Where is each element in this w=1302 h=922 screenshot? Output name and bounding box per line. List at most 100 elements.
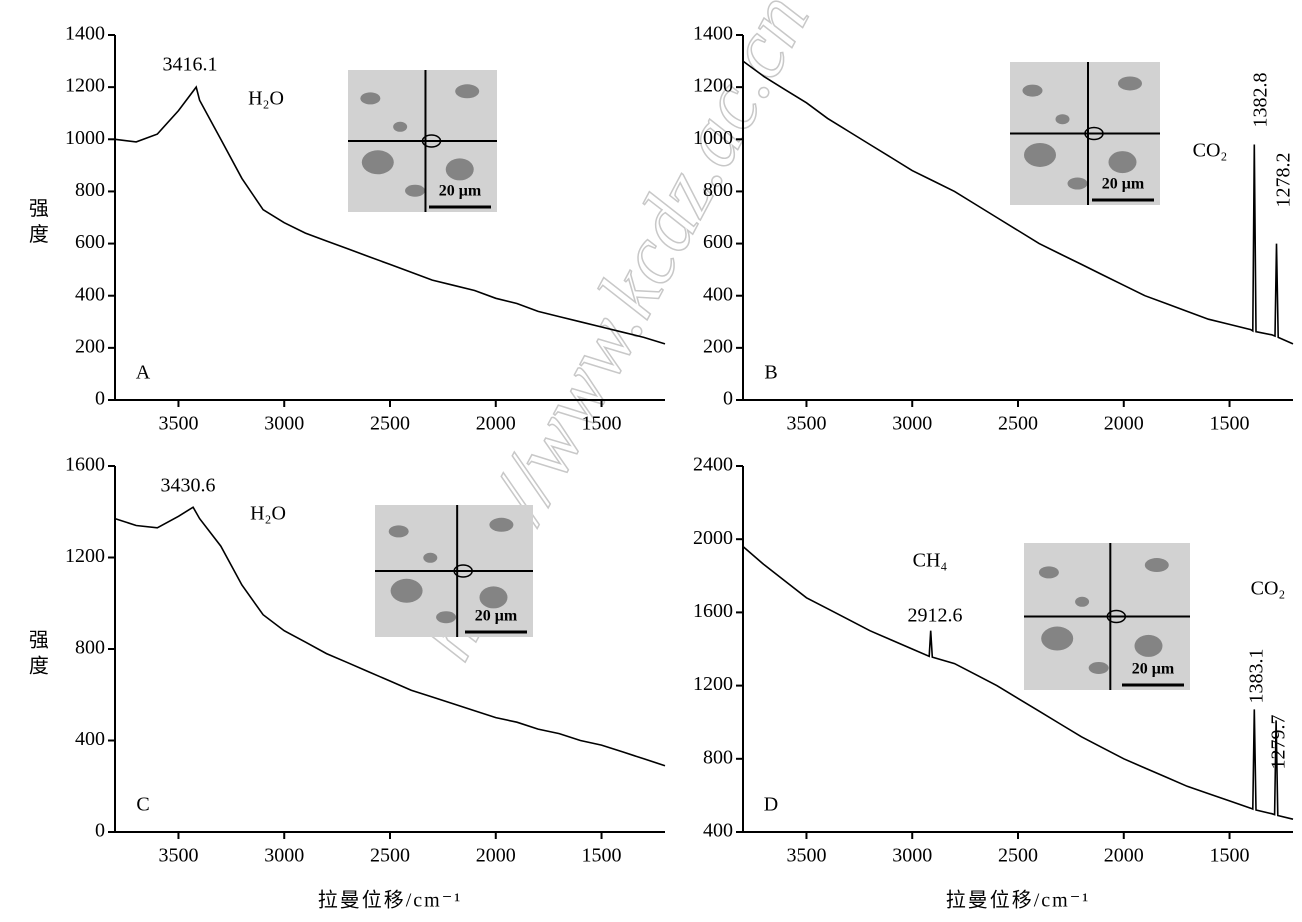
inset-blob	[1024, 142, 1056, 167]
y-axis-label: 强度	[25, 629, 48, 681]
annotation: 3416.1	[163, 54, 218, 76]
y-tick-label: 200	[703, 335, 733, 357]
inset-blob	[388, 525, 409, 538]
panel-label: D	[764, 794, 778, 816]
inset-blob	[1041, 626, 1074, 651]
y-tick-label: 1200	[65, 75, 105, 97]
y-tick-label: 400	[75, 728, 105, 750]
y-tick-label: 2400	[693, 454, 733, 476]
panel-label: A	[136, 362, 151, 384]
y-tick-label: 600	[703, 231, 733, 253]
y-tick-label: 1400	[65, 23, 105, 45]
y-tick-label: 400	[703, 820, 733, 842]
y-tick-label: 1200	[693, 75, 733, 97]
annotation: H₂O	[250, 503, 286, 525]
inset-blob	[1134, 634, 1163, 657]
y-tick-label: 1600	[65, 454, 105, 476]
inset-blob	[423, 552, 438, 563]
inset-blob	[436, 611, 457, 624]
inset-blob	[393, 121, 408, 132]
x-tick-label: 1500	[582, 413, 622, 435]
y-tick-label: 800	[703, 746, 733, 768]
inset-blob	[1038, 566, 1059, 579]
x-tick-label: 1500	[1210, 845, 1250, 867]
y-tick-label: 800	[75, 179, 105, 201]
y-tick-label: 2000	[693, 527, 733, 549]
y-tick-label: 1000	[693, 127, 733, 149]
inset-inclusion	[421, 134, 442, 148]
y-tick-label: 400	[703, 283, 733, 305]
inset-blob	[1067, 177, 1088, 190]
annotation: CO₂	[1251, 578, 1286, 600]
annotation: 1383.1	[1246, 649, 1268, 704]
y-tick-label: 0	[95, 820, 105, 842]
x-tick-label: 1500	[582, 845, 622, 867]
y-tick-label: 1200	[65, 545, 105, 567]
inset-blob	[1118, 76, 1142, 91]
inset-scale-label: 20 μm	[1102, 176, 1145, 193]
inset-blob	[360, 92, 381, 105]
x-tick-label: 3000	[892, 845, 932, 867]
inset-scale-label: 20 μm	[1132, 661, 1175, 678]
inset-blob	[1144, 558, 1169, 573]
x-axis-label: 拉曼位移/cm⁻¹	[946, 889, 1091, 912]
y-tick-label: 0	[723, 388, 733, 410]
inset-scale-label: 20 μm	[439, 183, 482, 200]
spectrum-line	[742, 60, 1294, 345]
inset-blob	[390, 578, 423, 603]
y-tick-label: 600	[75, 231, 105, 253]
x-tick-label: 2000	[1104, 413, 1144, 435]
annotation: 3430.6	[161, 475, 216, 497]
inset-blob	[1088, 661, 1109, 674]
x-axis-label: 拉曼位移/cm⁻¹	[318, 889, 463, 912]
inset-blob	[1108, 151, 1137, 174]
x-tick-label: 3000	[892, 413, 932, 435]
annotation: CO₂	[1193, 140, 1228, 162]
inset-blob	[361, 150, 394, 175]
y-tick-label: 200	[75, 335, 105, 357]
y-axis-label: 强度	[25, 198, 48, 250]
inset-blob	[479, 586, 508, 609]
inset-blob	[405, 184, 426, 197]
spectrum-line	[742, 545, 1294, 820]
y-tick-label: 1200	[693, 673, 733, 695]
inset-blob	[489, 517, 514, 532]
x-tick-label: 3500	[158, 413, 198, 435]
x-tick-label: 3000	[264, 845, 304, 867]
y-tick-label: 800	[703, 179, 733, 201]
x-tick-label: 2500	[370, 845, 410, 867]
x-tick-label: 3000	[264, 413, 304, 435]
panel-label: B	[764, 362, 777, 384]
inset-inclusion	[1106, 609, 1127, 624]
spectrum-line	[114, 506, 666, 767]
annotation: 1382.8	[1250, 73, 1272, 128]
inset-scale-label: 20 μm	[475, 608, 518, 625]
inset-blob	[455, 84, 480, 99]
spectrum-line	[114, 85, 666, 345]
y-tick-label: 0	[95, 388, 105, 410]
x-tick-label: 2000	[476, 413, 516, 435]
x-tick-label: 1500	[1210, 413, 1250, 435]
inset-inclusion	[453, 564, 473, 578]
x-tick-label: 3500	[786, 845, 826, 867]
y-tick-label: 1600	[693, 600, 733, 622]
annotation: H₂O	[248, 88, 284, 110]
annotation: 1279.7	[1268, 715, 1290, 770]
annotation: 1278.2	[1273, 153, 1295, 208]
y-tick-label: 1000	[65, 127, 105, 149]
y-tick-label: 800	[75, 637, 105, 659]
inset-blob	[1075, 596, 1090, 607]
x-tick-label: 2000	[1104, 845, 1144, 867]
x-tick-label: 2000	[476, 845, 516, 867]
inset-blob	[445, 158, 474, 181]
x-tick-label: 2500	[998, 413, 1038, 435]
x-tick-label: 3500	[158, 845, 198, 867]
y-tick-label: 1400	[693, 23, 733, 45]
x-tick-label: 2500	[998, 845, 1038, 867]
panel-label: C	[136, 794, 149, 816]
inset-inclusion	[1084, 126, 1104, 141]
y-tick-label: 400	[75, 283, 105, 305]
inset-blob	[1022, 84, 1043, 97]
x-tick-label: 3500	[786, 413, 826, 435]
